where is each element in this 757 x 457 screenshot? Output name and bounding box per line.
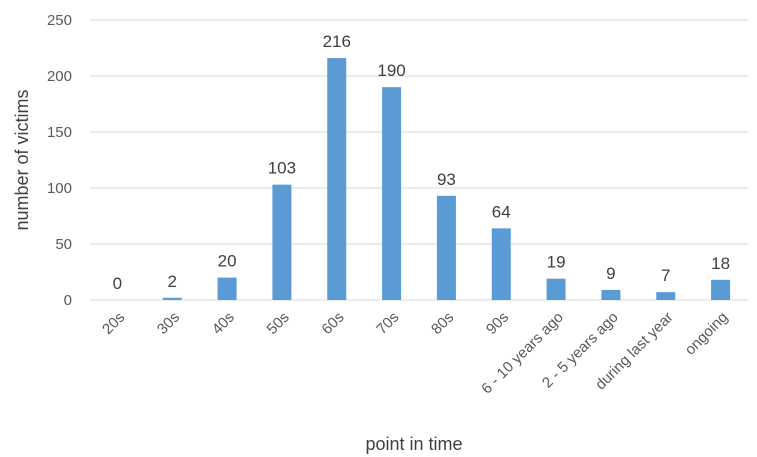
y-tick-label: 50 (55, 236, 72, 253)
bar (272, 184, 292, 300)
gridlines (90, 19, 748, 301)
data-label: 0 (113, 274, 122, 293)
x-tick-label: 80s (428, 309, 457, 338)
data-label: 19 (547, 253, 566, 272)
x-tick-label: 70s (373, 309, 402, 338)
x-tick-label: 40s (209, 309, 238, 338)
bar (162, 297, 182, 300)
data-label: 190 (377, 61, 405, 80)
y-tick-label: 200 (47, 68, 72, 85)
data-label: 93 (437, 170, 456, 189)
bar (436, 195, 456, 300)
bar (327, 58, 347, 300)
y-tick-label: 250 (47, 12, 72, 29)
x-tick-label: 50s (264, 309, 293, 338)
bar (382, 87, 402, 300)
x-tick-label: 90s (483, 309, 512, 338)
data-label: 20 (218, 252, 237, 271)
data-label: 2 (168, 272, 177, 291)
bar (601, 289, 621, 300)
bar (656, 292, 676, 300)
data-labels: 0 2 20 103 216 190 93 64 19 9 7 18 (113, 32, 730, 293)
data-label: 216 (323, 32, 351, 51)
data-label: 9 (606, 264, 615, 283)
y-axis-ticks: 0 50 100 150 200 250 (47, 12, 72, 309)
bar (711, 279, 731, 300)
data-label: 103 (268, 159, 296, 178)
y-tick-label: 100 (47, 180, 72, 197)
y-tick-label: 150 (47, 124, 72, 141)
bar (491, 228, 511, 300)
bar (217, 277, 237, 300)
data-label: 18 (711, 254, 730, 273)
x-tick-label: 60s (318, 309, 347, 338)
x-tick-label: ongoing (682, 309, 732, 359)
x-tick-label: 20s (99, 309, 128, 338)
data-label: 7 (661, 266, 670, 285)
x-tick-label: 30s (154, 309, 183, 338)
bar (546, 278, 566, 300)
y-axis-title: number of victims (12, 89, 32, 230)
y-tick-label: 0 (64, 292, 72, 309)
data-label: 64 (492, 202, 511, 221)
bars (162, 58, 731, 300)
x-axis-title: point in time (365, 434, 462, 454)
